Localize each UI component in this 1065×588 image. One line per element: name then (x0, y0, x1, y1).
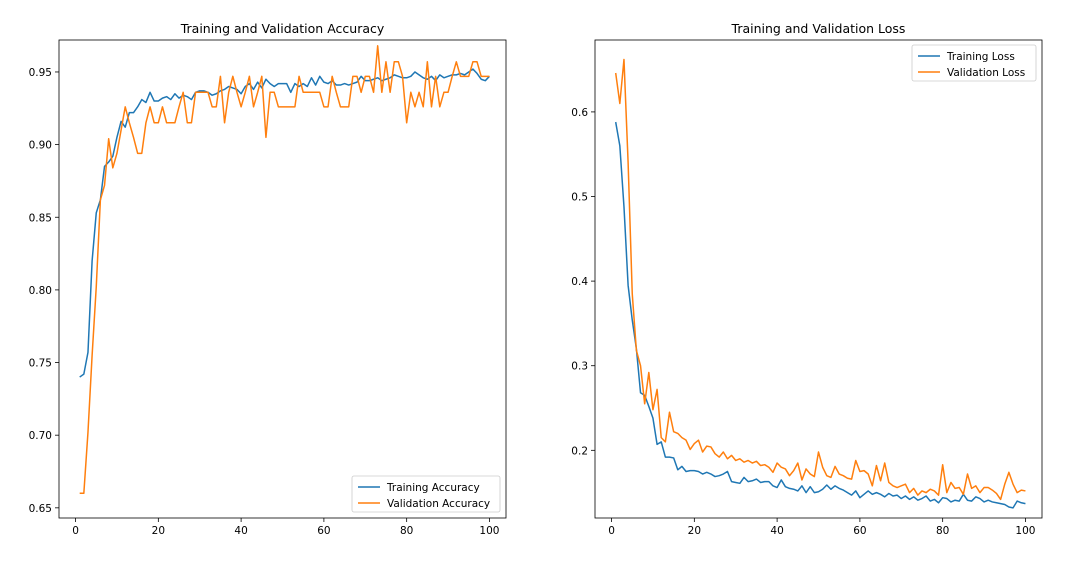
x-tick-label: 0 (72, 525, 79, 537)
y-tick-label: 0.90 (29, 140, 52, 152)
chart-panel-1: Training and Validation Accuracy 0 20 40 60 8… (29, 21, 507, 537)
legend-label: Training Loss (946, 51, 1015, 63)
series-line-training-accuracy (79, 68, 490, 378)
x-tick-label: 100 (1015, 525, 1035, 537)
legend-label: Validation Accuracy (387, 498, 490, 510)
series-line-training-loss (614, 121, 1026, 509)
legend-box (351, 475, 501, 513)
y-tick-label: 0.65 (29, 503, 52, 515)
x-tick-label: 0 (608, 525, 615, 537)
y-tick-label: 0.95 (29, 67, 52, 79)
y-tick-label: 0.70 (29, 430, 52, 442)
y-tick-label: 0.5 (571, 192, 588, 204)
y-tick-label: 0.6 (571, 107, 588, 119)
y-tick-label: 0.75 (29, 358, 52, 370)
legend: Training Loss Validation Loss (911, 44, 1037, 82)
x-tick-label: 80 (936, 525, 949, 537)
x-tick-label: 20 (688, 525, 701, 537)
legend-label: Validation Loss (947, 67, 1025, 79)
x-tick-label: 40 (234, 525, 247, 537)
series-line-validation-loss (614, 58, 1026, 501)
plot-frame (58, 39, 507, 519)
x-tick-label: 40 (770, 525, 783, 537)
chart-panel-2: Training and Validation Loss 0 20 40 60 80 100… (571, 21, 1043, 537)
y-tick-label: 0.85 (29, 212, 52, 224)
series-line-validation-accuracy (79, 45, 490, 495)
y-tick-label: 0.80 (29, 285, 52, 297)
x-tick-label: 60 (317, 525, 330, 537)
legend-label: Training Accuracy (386, 482, 480, 494)
x-tick-label: 100 (479, 525, 499, 537)
legend: Training Accuracy Validation Accuracy (351, 475, 501, 513)
legend-box (911, 44, 1037, 82)
y-tick-label: 0.3 (571, 361, 588, 373)
y-tick-label: 0.2 (571, 445, 588, 457)
chart-title: Training and Validation Accuracy (180, 21, 385, 36)
x-tick-label: 80 (400, 525, 413, 537)
y-tick-label: 0.4 (571, 276, 588, 288)
plot-frame (594, 39, 1043, 519)
x-tick-label: 20 (152, 525, 165, 537)
x-tick-label: 60 (853, 525, 866, 537)
chart-title: Training and Validation Loss (731, 21, 906, 36)
